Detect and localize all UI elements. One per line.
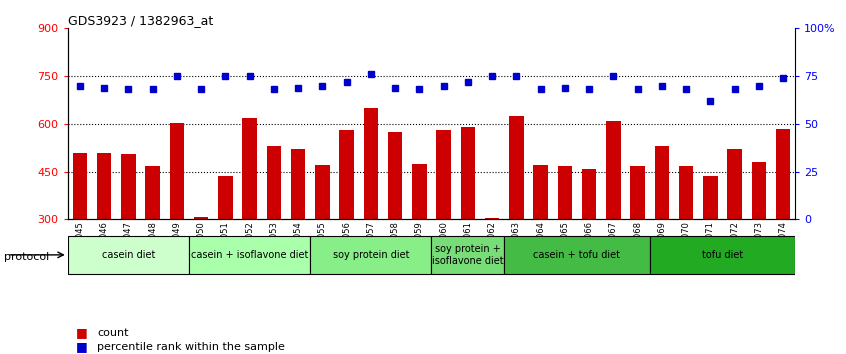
Bar bbox=[315, 165, 330, 219]
Text: protocol: protocol bbox=[4, 252, 49, 262]
Bar bbox=[189, 236, 310, 274]
Bar bbox=[630, 166, 645, 219]
Bar bbox=[266, 146, 281, 219]
Bar bbox=[68, 236, 189, 274]
Text: ■: ■ bbox=[76, 341, 88, 353]
Bar bbox=[412, 164, 426, 219]
Bar bbox=[96, 153, 112, 219]
Bar bbox=[678, 166, 694, 219]
Bar bbox=[728, 149, 742, 219]
Text: count: count bbox=[97, 328, 129, 338]
Bar bbox=[582, 169, 596, 219]
Bar bbox=[310, 236, 431, 274]
Bar bbox=[460, 127, 475, 219]
Bar bbox=[291, 149, 305, 219]
Bar bbox=[776, 129, 790, 219]
Text: tofu diet: tofu diet bbox=[702, 250, 743, 260]
Bar bbox=[339, 130, 354, 219]
Bar bbox=[364, 108, 378, 219]
Bar bbox=[655, 146, 669, 219]
Text: soy protein diet: soy protein diet bbox=[332, 250, 409, 260]
Bar bbox=[73, 153, 87, 219]
Bar bbox=[504, 236, 650, 274]
Bar bbox=[650, 236, 795, 274]
Bar bbox=[218, 176, 233, 219]
Bar bbox=[485, 218, 499, 219]
Text: soy protein +
isoflavone diet: soy protein + isoflavone diet bbox=[432, 244, 503, 266]
Bar bbox=[431, 236, 504, 274]
Bar bbox=[194, 217, 208, 219]
Bar bbox=[509, 116, 524, 219]
Bar bbox=[437, 130, 451, 219]
Text: GDS3923 / 1382963_at: GDS3923 / 1382963_at bbox=[68, 14, 213, 27]
Bar bbox=[558, 166, 572, 219]
Text: casein diet: casein diet bbox=[102, 250, 155, 260]
Bar bbox=[121, 154, 135, 219]
Text: casein + tofu diet: casein + tofu diet bbox=[534, 250, 620, 260]
Bar bbox=[606, 121, 621, 219]
Text: casein + isoflavone diet: casein + isoflavone diet bbox=[191, 250, 308, 260]
Text: percentile rank within the sample: percentile rank within the sample bbox=[97, 342, 285, 352]
Bar bbox=[387, 132, 403, 219]
Bar bbox=[242, 118, 257, 219]
Bar bbox=[751, 162, 766, 219]
Text: ■: ■ bbox=[76, 326, 88, 339]
Bar bbox=[533, 165, 548, 219]
Bar bbox=[146, 166, 160, 219]
Bar bbox=[703, 176, 717, 219]
Bar bbox=[169, 123, 184, 219]
